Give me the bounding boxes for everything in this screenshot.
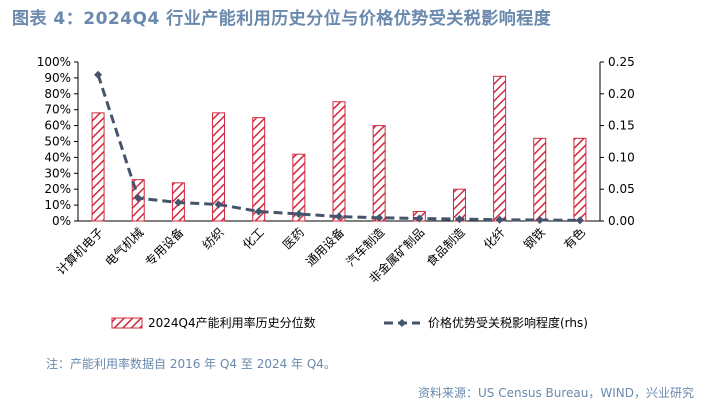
line-point [294, 210, 303, 219]
line-point [134, 194, 143, 203]
bar [573, 137, 587, 222]
line-point [254, 207, 263, 216]
category-label: 有色 [561, 225, 588, 252]
y-left-tick-label: 10% [44, 198, 71, 212]
footnote: 注：产能利用率数据自 2016 年 Q4 至 2024 年 Q4。 [46, 357, 336, 371]
category-label: 化工 [240, 225, 267, 252]
y-left-tick-label: 30% [44, 166, 71, 180]
y-right-tick-label: 0.10 [608, 150, 635, 164]
legend-line-label: 价格优势受关税影响程度(rhs) [428, 315, 588, 330]
line-point [575, 216, 584, 225]
y-right-tick-label: 0.20 [608, 87, 635, 101]
bar [332, 101, 346, 222]
line-point [94, 70, 103, 79]
y-left-tick-label: 80% [44, 87, 71, 101]
bar [91, 112, 105, 222]
y-left-tick-label: 100% [37, 55, 71, 69]
line-point [415, 214, 424, 223]
category-label: 医药 [280, 225, 307, 252]
y-right-tick-label: 0.05 [608, 182, 635, 196]
y-left-tick-label: 0% [52, 214, 71, 228]
category-label: 钢铁 [521, 225, 548, 252]
bar [212, 112, 226, 222]
category-label: 纺织 [200, 225, 227, 252]
line-point [535, 216, 544, 225]
y-left-tick-label: 40% [44, 150, 71, 164]
y-left-tick-label: 90% [44, 71, 71, 85]
category-label: 专用设备 [142, 225, 187, 270]
bar [533, 137, 547, 222]
legend-bar-swatch [111, 317, 143, 329]
line-point [455, 215, 464, 224]
legend-bar-label: 2024Q4产能利用率历史分位数 [148, 315, 316, 330]
source-text: 资料来源：US Census Bureau，WIND，兴业研究 [418, 386, 694, 400]
category-label: 食品制造 [423, 225, 468, 270]
y-left-tick-label: 50% [44, 135, 71, 149]
category-label: 计算机电子 [53, 225, 106, 278]
chart-title: 图表 4：2024Q4 行业产能利用历史分位与价格优势受关税影响程度 [12, 9, 552, 29]
category-label: 化纤 [481, 225, 508, 252]
bar [372, 125, 386, 222]
bar [493, 75, 507, 222]
legend-line-marker [398, 319, 406, 327]
y-left-tick-label: 20% [44, 182, 71, 196]
chart: 0% 10% 20% 30% 40%50% 60% 70% 80% 90% 100% 0.00 0.0… [37, 55, 635, 330]
line-point [174, 198, 183, 207]
line-point [214, 200, 223, 209]
y-left-tick-label: 70% [44, 103, 71, 117]
bar [252, 117, 266, 222]
category-label: 通用设备 [303, 225, 347, 269]
y-right-tick-label: 0.25 [608, 55, 635, 69]
line-point [335, 212, 343, 221]
y-right-tick-label: 0.15 [608, 119, 635, 133]
category-label: 电气机械 [102, 225, 147, 270]
line-point [375, 213, 384, 222]
bar [292, 153, 306, 222]
line-point [495, 215, 504, 224]
y-right-tick-label: 0.00 [608, 214, 635, 228]
y-left-tick-label: 60% [44, 119, 71, 133]
